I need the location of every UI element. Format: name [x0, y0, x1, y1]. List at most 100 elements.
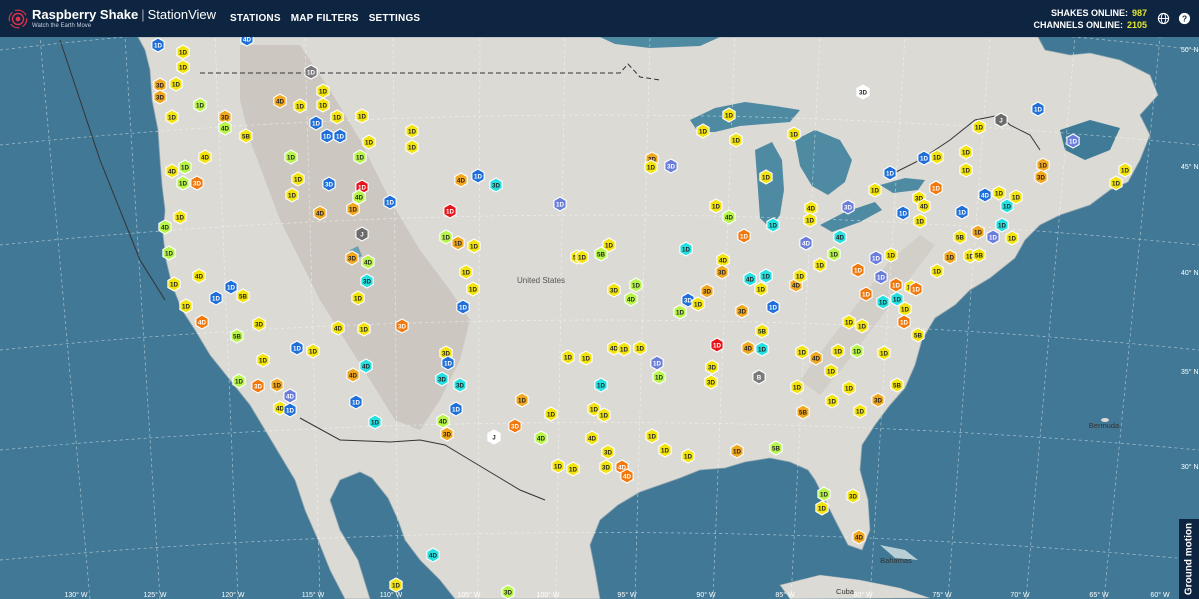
- station-marker[interactable]: 1D: [795, 344, 809, 360]
- station-marker[interactable]: 3D: [453, 377, 467, 393]
- station-marker[interactable]: 1D: [304, 64, 318, 80]
- station-marker[interactable]: 1D: [710, 337, 724, 353]
- station-marker[interactable]: 1D: [179, 298, 193, 314]
- station-marker[interactable]: 1D: [851, 262, 865, 278]
- station-marker[interactable]: 5B: [769, 440, 783, 456]
- station-marker[interactable]: 1D: [553, 196, 567, 212]
- station-marker[interactable]: 1D: [617, 341, 631, 357]
- station-marker[interactable]: 1D: [357, 321, 371, 337]
- station-marker[interactable]: 4D: [240, 37, 254, 47]
- station-marker[interactable]: 1D: [827, 246, 841, 262]
- station-marker[interactable]: 1D: [681, 448, 695, 464]
- station-marker[interactable]: 4D: [607, 340, 621, 356]
- station-marker[interactable]: B: [752, 369, 766, 385]
- station-marker[interactable]: 1D: [890, 291, 904, 307]
- station-marker[interactable]: 1D: [456, 299, 470, 315]
- station-marker[interactable]: 1D: [320, 128, 334, 144]
- station-marker[interactable]: 3D: [252, 316, 266, 332]
- station-marker[interactable]: 5B: [953, 229, 967, 245]
- station-marker[interactable]: 4D: [158, 219, 172, 235]
- station-marker[interactable]: 1D: [790, 379, 804, 395]
- station-marker[interactable]: 1D: [645, 428, 659, 444]
- station-marker[interactable]: 1D: [351, 290, 365, 306]
- station-marker[interactable]: 1D: [1109, 175, 1123, 191]
- station-marker[interactable]: 3D: [322, 176, 336, 192]
- station-marker[interactable]: 1D: [587, 401, 601, 417]
- station-marker[interactable]: J: [994, 112, 1008, 128]
- station-marker[interactable]: 1D: [793, 268, 807, 284]
- station-marker[interactable]: 1D: [333, 128, 347, 144]
- station-marker[interactable]: 3D: [218, 109, 232, 125]
- station-marker[interactable]: 1D: [383, 194, 397, 210]
- station-marker[interactable]: 1D: [353, 149, 367, 165]
- station-marker[interactable]: 4D: [426, 547, 440, 563]
- station-marker[interactable]: 1D: [644, 159, 658, 175]
- station-marker[interactable]: 1D: [729, 132, 743, 148]
- station-marker[interactable]: 1D: [971, 224, 985, 240]
- station-marker[interactable]: 1D: [1009, 189, 1023, 205]
- station-marker[interactable]: 3D: [871, 392, 885, 408]
- station-marker[interactable]: 3D: [704, 374, 718, 390]
- station-marker[interactable]: 1D: [306, 343, 320, 359]
- station-marker[interactable]: 1D: [561, 349, 575, 365]
- station-marker[interactable]: 1D: [162, 245, 176, 261]
- station-marker[interactable]: 1D: [909, 281, 923, 297]
- station-marker[interactable]: 1D: [817, 486, 831, 502]
- station-marker[interactable]: 1D: [1036, 157, 1050, 173]
- station-marker[interactable]: 3D: [705, 359, 719, 375]
- station-marker[interactable]: 1D: [451, 235, 465, 251]
- station-marker[interactable]: 1D: [597, 407, 611, 423]
- station-marker[interactable]: 1D: [889, 277, 903, 293]
- station-marker[interactable]: 1D: [355, 108, 369, 124]
- station-marker[interactable]: 3D: [700, 283, 714, 299]
- station-marker[interactable]: 1D: [291, 171, 305, 187]
- station-marker[interactable]: 1D: [929, 180, 943, 196]
- help-icon[interactable]: ?: [1178, 12, 1191, 25]
- station-marker[interactable]: 4D: [346, 367, 360, 383]
- station-marker[interactable]: 4D: [273, 400, 287, 416]
- station-marker[interactable]: 1D: [290, 340, 304, 356]
- station-marker[interactable]: 1D: [959, 162, 973, 178]
- station-marker[interactable]: 1D: [930, 263, 944, 279]
- globe-icon[interactable]: [1157, 12, 1170, 25]
- station-marker[interactable]: 4D: [198, 149, 212, 165]
- station-marker[interactable]: 3D: [440, 426, 454, 442]
- station-marker[interactable]: 1D: [913, 213, 927, 229]
- station-marker[interactable]: 1D: [754, 281, 768, 297]
- station-marker[interactable]: 1D: [362, 134, 376, 150]
- station-marker[interactable]: 1D: [815, 500, 829, 516]
- station-marker[interactable]: 1D: [896, 205, 910, 221]
- station-marker[interactable]: 1D: [730, 443, 744, 459]
- station-marker[interactable]: 3D: [360, 273, 374, 289]
- station-marker[interactable]: 4D: [218, 120, 232, 136]
- station-marker[interactable]: 1D: [691, 296, 705, 312]
- station-marker[interactable]: 1D: [883, 165, 897, 181]
- station-marker[interactable]: 3D: [841, 199, 855, 215]
- station-marker[interactable]: 1D: [766, 299, 780, 315]
- station-marker[interactable]: 4D: [615, 459, 629, 475]
- station-marker[interactable]: 5B: [594, 246, 608, 262]
- station-marker[interactable]: 1D: [270, 377, 284, 393]
- station-marker[interactable]: 1D: [986, 229, 1000, 245]
- station-marker[interactable]: 1D: [316, 83, 330, 99]
- station-marker[interactable]: 1D: [594, 377, 608, 393]
- station-marker[interactable]: 4D: [361, 254, 375, 270]
- station-marker[interactable]: 1D: [877, 345, 891, 361]
- nav-map-filters[interactable]: MAP FILTERS: [290, 13, 359, 24]
- station-marker[interactable]: 1D: [869, 250, 883, 266]
- station-marker[interactable]: 3D: [508, 418, 522, 434]
- station-marker[interactable]: 5B: [755, 323, 769, 339]
- station-marker[interactable]: 3D: [251, 378, 265, 394]
- nav-stations[interactable]: STATIONS: [230, 13, 281, 24]
- station-marker[interactable]: 1D: [551, 458, 565, 474]
- station-marker[interactable]: 1D: [842, 314, 856, 330]
- station-marker[interactable]: 5B: [236, 288, 250, 304]
- station-marker[interactable]: 4D: [852, 529, 866, 545]
- nav-settings[interactable]: SETTINGS: [368, 13, 421, 24]
- station-marker[interactable]: 1D: [330, 109, 344, 125]
- station-marker[interactable]: 1D: [874, 269, 888, 285]
- station-marker[interactable]: 1D: [284, 149, 298, 165]
- station-marker[interactable]: 1D: [283, 402, 297, 418]
- station-marker[interactable]: 3D: [395, 318, 409, 334]
- station-marker[interactable]: 3D: [345, 250, 359, 266]
